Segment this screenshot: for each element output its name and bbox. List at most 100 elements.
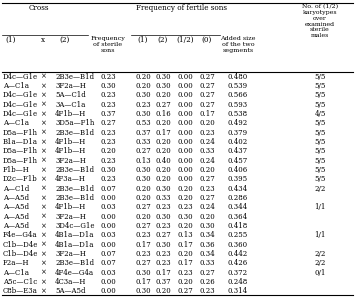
Text: 5/5: 5/5 [314, 91, 326, 99]
Text: 0.24: 0.24 [199, 157, 215, 165]
Text: 2/2: 2/2 [314, 259, 326, 267]
Text: 5/5: 5/5 [314, 101, 326, 109]
Text: ×: × [40, 231, 46, 239]
Text: 0.30: 0.30 [155, 213, 171, 221]
Text: 0.23: 0.23 [199, 185, 215, 193]
Text: 0.00: 0.00 [177, 82, 193, 90]
Text: 0.30: 0.30 [135, 175, 151, 183]
Text: A5c—C1c: A5c—C1c [3, 278, 37, 286]
Text: (2): (2) [60, 36, 70, 44]
Text: 0.457: 0.457 [228, 157, 248, 165]
Text: 0.13: 0.13 [177, 231, 193, 239]
Text: 0.17: 0.17 [177, 259, 193, 267]
Text: 4B1a—D1a: 4B1a—D1a [55, 241, 94, 249]
Text: 5/5: 5/5 [314, 138, 326, 146]
Text: 0.17: 0.17 [155, 269, 171, 277]
Text: Frequency
of sterile
sons: Frequency of sterile sons [91, 36, 125, 52]
Text: 0.20: 0.20 [135, 194, 151, 202]
Text: 0.23: 0.23 [199, 287, 215, 295]
Text: 0.07: 0.07 [100, 185, 116, 193]
Text: 0.27: 0.27 [199, 91, 215, 99]
Text: 0.27: 0.27 [135, 259, 151, 267]
Text: 0.23: 0.23 [100, 73, 116, 81]
Text: 0.379: 0.379 [228, 129, 248, 137]
Text: 0.17: 0.17 [155, 129, 171, 137]
Text: 2B3e—B1d: 2B3e—B1d [55, 259, 94, 267]
Text: 0.20: 0.20 [135, 73, 151, 81]
Text: 0.20: 0.20 [155, 287, 171, 295]
Text: 0.426: 0.426 [228, 259, 248, 267]
Text: 0.30: 0.30 [100, 166, 116, 174]
Text: 3F2a—H: 3F2a—H [55, 250, 86, 258]
Text: 0.34: 0.34 [199, 250, 215, 258]
Text: 0.480: 0.480 [228, 73, 248, 81]
Text: Frequency of fertile sons: Frequency of fertile sons [136, 4, 226, 12]
Text: 0.27: 0.27 [155, 231, 171, 239]
Text: 4B1a—D1a: 4B1a—D1a [55, 231, 94, 239]
Text: 0.360: 0.360 [228, 241, 248, 249]
Text: 0.20: 0.20 [155, 175, 171, 183]
Text: 0.20: 0.20 [199, 119, 215, 127]
Text: 0.20: 0.20 [155, 166, 171, 174]
Text: 0.37: 0.37 [155, 278, 171, 286]
Text: 2/2: 2/2 [314, 250, 326, 258]
Text: A—C1a: A—C1a [3, 269, 29, 277]
Text: 1/1: 1/1 [314, 203, 326, 211]
Text: 2B3e—B1d: 2B3e—B1d [55, 166, 94, 174]
Text: 0.00: 0.00 [100, 222, 116, 230]
Text: 0.17: 0.17 [199, 110, 215, 118]
Text: 0.00: 0.00 [177, 91, 193, 99]
Text: 0.33: 0.33 [155, 194, 171, 202]
Text: C8b—E3a: C8b—E3a [3, 287, 38, 295]
Text: 2/2: 2/2 [314, 185, 326, 193]
Text: ×: × [40, 194, 46, 202]
Text: 0.30: 0.30 [155, 185, 171, 193]
Text: 0.442: 0.442 [228, 250, 248, 258]
Text: 0.538: 0.538 [228, 110, 248, 118]
Text: 4F1b—H: 4F1b—H [55, 138, 86, 146]
Text: 4F1b—H: 4F1b—H [55, 110, 86, 118]
Text: 0.53: 0.53 [135, 119, 151, 127]
Text: 0.36: 0.36 [199, 241, 215, 249]
Text: 0.24: 0.24 [199, 138, 215, 146]
Text: 0.23: 0.23 [135, 250, 151, 258]
Text: D5a—F1h: D5a—F1h [3, 129, 38, 137]
Text: A—A5d: A—A5d [3, 213, 29, 221]
Text: 3F2a—H: 3F2a—H [55, 213, 86, 221]
Text: 0.30: 0.30 [135, 91, 151, 99]
Text: 0.23: 0.23 [155, 222, 171, 230]
Text: ×: × [40, 250, 46, 258]
Text: 0.23: 0.23 [100, 101, 116, 109]
Text: 0.23: 0.23 [135, 231, 151, 239]
Text: 0.286: 0.286 [228, 194, 248, 202]
Text: A—C1a: A—C1a [3, 119, 29, 127]
Text: 0.418: 0.418 [228, 222, 248, 230]
Text: 0.20: 0.20 [199, 213, 215, 221]
Text: 0.33: 0.33 [199, 147, 215, 155]
Text: 0.37: 0.37 [135, 129, 151, 137]
Text: 0.20: 0.20 [177, 222, 193, 230]
Text: 0.00: 0.00 [177, 110, 193, 118]
Text: (0): (0) [202, 36, 212, 44]
Text: 0.23: 0.23 [100, 129, 116, 137]
Text: (1): (1) [6, 36, 16, 44]
Text: 0.27: 0.27 [177, 287, 193, 295]
Text: 0.16: 0.16 [155, 110, 171, 118]
Text: 0.23: 0.23 [100, 175, 116, 183]
Text: 0.00: 0.00 [100, 278, 116, 286]
Text: 0.00: 0.00 [177, 129, 193, 137]
Text: D4c—G1e: D4c—G1e [3, 91, 38, 99]
Text: F1b—H: F1b—H [3, 166, 30, 174]
Text: 3A—C1a: 3A—C1a [55, 101, 85, 109]
Text: 0.30: 0.30 [199, 222, 215, 230]
Text: 0.539: 0.539 [228, 82, 248, 90]
Text: 0.00: 0.00 [177, 101, 193, 109]
Text: D4c—G1e: D4c—G1e [3, 101, 38, 109]
Text: 0.33: 0.33 [199, 259, 215, 267]
Text: 4F4e—G4a: 4F4e—G4a [55, 269, 94, 277]
Text: ×: × [40, 119, 46, 127]
Text: 0.27: 0.27 [199, 194, 215, 202]
Text: 0.30: 0.30 [177, 213, 193, 221]
Text: 3F2a—H: 3F2a—H [55, 157, 86, 165]
Text: 0.27: 0.27 [199, 82, 215, 90]
